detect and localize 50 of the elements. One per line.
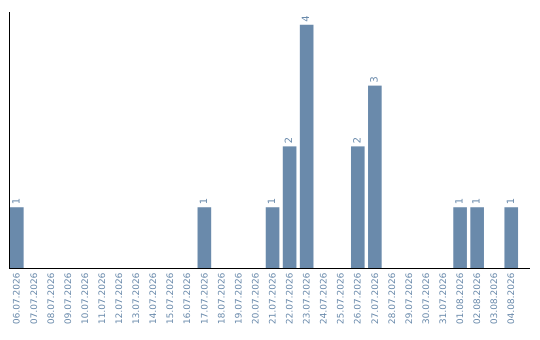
x-tick-label: 07.07.2026 [30, 272, 40, 324]
bar [504, 207, 518, 268]
data-label: 1 [454, 198, 466, 204]
x-tick-label: 08.07.2026 [46, 272, 57, 324]
bar [453, 207, 467, 268]
x-tick-label: 15.07.2026 [166, 272, 176, 324]
x-tick-label: 06.07.2026 [12, 272, 23, 324]
x-tick-label: 13.07.2026 [132, 272, 142, 324]
x-tick-label: 02.08.2026 [473, 272, 484, 324]
x-tick-label: 20.07.2026 [251, 272, 262, 324]
x-tick-label: 26.07.2026 [354, 272, 364, 324]
data-label: 1 [198, 198, 210, 204]
x-tick-label: 21.07.2026 [268, 272, 278, 324]
x-tick-label: 31.07.2026 [438, 272, 449, 324]
data-label: 1 [11, 198, 22, 204]
data-label: 1 [472, 198, 483, 204]
x-tick-label: 18.07.2026 [217, 272, 228, 324]
x-tick-label: 22.07.2026 [286, 272, 296, 324]
x-tick-label: 17.07.2026 [200, 272, 210, 324]
bar [470, 207, 484, 268]
bar [198, 207, 212, 268]
x-tick-label: 19.07.2026 [234, 272, 244, 324]
x-tick-label: 23.07.2026 [302, 272, 313, 324]
data-label: 2 [284, 137, 296, 144]
bar [282, 146, 296, 268]
data-label: 1 [506, 198, 517, 204]
x-tick-label: 04.08.2026 [507, 272, 518, 324]
bar [368, 86, 382, 268]
x-tick-label: 16.07.2026 [183, 272, 194, 324]
x-tick-label: 03.08.2026 [490, 272, 500, 324]
x-tick-label: 12.07.2026 [115, 272, 126, 324]
bar [300, 24, 314, 268]
x-tick-label: 28.07.2026 [388, 272, 398, 324]
x-tick-label: 10.07.2026 [80, 272, 91, 324]
x-tick-label: 09.07.2026 [64, 272, 74, 324]
bar [350, 146, 365, 268]
x-tick-label: 24.07.2026 [320, 272, 330, 324]
bar [266, 207, 280, 268]
x-tick-label: 29.07.2026 [404, 272, 415, 324]
x-tick-label: 14.07.2026 [149, 272, 160, 324]
x-tick-label: 30.07.2026 [422, 272, 432, 324]
data-label: 1 [267, 198, 278, 204]
x-tick-label: 11.07.2026 [98, 272, 108, 324]
bar [10, 207, 24, 268]
data-label: 2 [352, 137, 364, 144]
data-label: 4 [301, 15, 312, 22]
x-tick-label: 25.07.2026 [336, 272, 347, 324]
x-tick-label: 27.07.2026 [370, 272, 381, 324]
data-label: 3 [369, 76, 380, 83]
x-tick-label: 01.08.2026 [456, 272, 466, 324]
